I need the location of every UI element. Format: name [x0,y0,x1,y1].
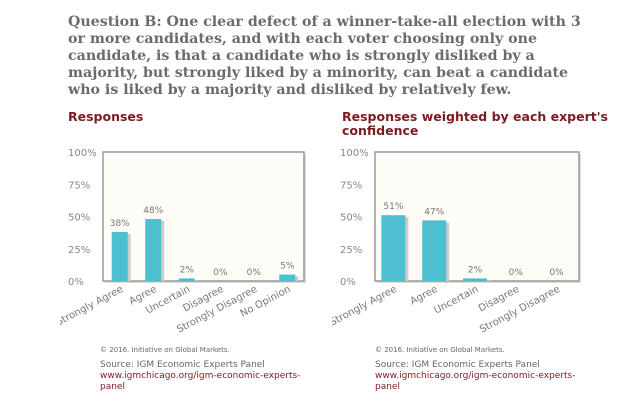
bar [463,278,487,281]
bar [145,219,162,281]
source-left: Source: IGM Economic Experts Panel www.ig… [100,360,310,393]
bar [279,274,296,281]
data-label: 5% [280,262,295,272]
data-label: 0% [213,268,228,278]
source-text: Source: IGM Economic Experts Panel [100,360,265,370]
bar [178,278,195,281]
y-tick-label: 100% [68,148,97,159]
data-label: 2% [180,265,195,275]
x-tick-label: Strongly Agree [332,284,399,329]
y-tick-label: 0% [68,277,84,288]
bar [111,231,128,281]
data-label: 51% [383,202,403,212]
chart-responses: 0%25%50%75%100%38%Strongly Agree48%Agree… [60,148,306,336]
source-right: Source: IGM Economic Experts Panel www.ig… [375,360,585,393]
y-tick-label: 25% [68,245,90,256]
data-label: 0% [509,268,524,278]
y-tick-label: 75% [68,180,90,191]
copyright-left: © 2016. Initiative on Global Markets. [100,346,230,354]
chart-title-weighted: Responses weighted by each expert's conf… [342,109,608,138]
copyright-right: © 2016. Initiative on Global Markets. [375,346,505,354]
data-label: 38% [110,219,130,229]
question-text: Question B: One clear defect of a winner… [68,14,581,98]
source-link[interactable]: www.igmchicago.org/igm-economic-experts-… [100,371,301,392]
y-tick-label: 50% [68,213,90,224]
x-tick-label: Strongly Agree [60,284,125,329]
chart-weighted: 0% 25% 50% 75% 100% 51% Strongly Agree 47% Agree… [332,148,581,336]
y-tick-label: 75% [340,180,362,191]
bar [422,220,447,281]
y-tick-label: 25% [340,245,362,256]
chart-title-responses: Responses [68,109,144,124]
source-link[interactable]: www.igmchicago.org/igm-economic-experts-… [375,371,576,392]
x-tick-label: Agree [408,284,439,308]
plot-area [102,151,305,282]
data-label: 2% [468,265,483,275]
y-tick-label: 0% [340,277,356,288]
source-text: Source: IGM Economic Experts Panel [375,360,540,370]
data-label: 0% [247,268,262,278]
plot-area [374,151,580,282]
x-tick-label: Uncertain [432,284,480,317]
y-tick-label: 100% [340,148,369,159]
bar [381,215,406,281]
data-label: 48% [143,206,163,216]
data-label: 0% [549,268,564,278]
y-tick-label: 50% [340,213,362,224]
data-label: 47% [424,207,444,217]
